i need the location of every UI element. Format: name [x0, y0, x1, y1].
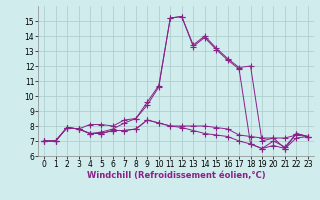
X-axis label: Windchill (Refroidissement éolien,°C): Windchill (Refroidissement éolien,°C) — [87, 171, 265, 180]
